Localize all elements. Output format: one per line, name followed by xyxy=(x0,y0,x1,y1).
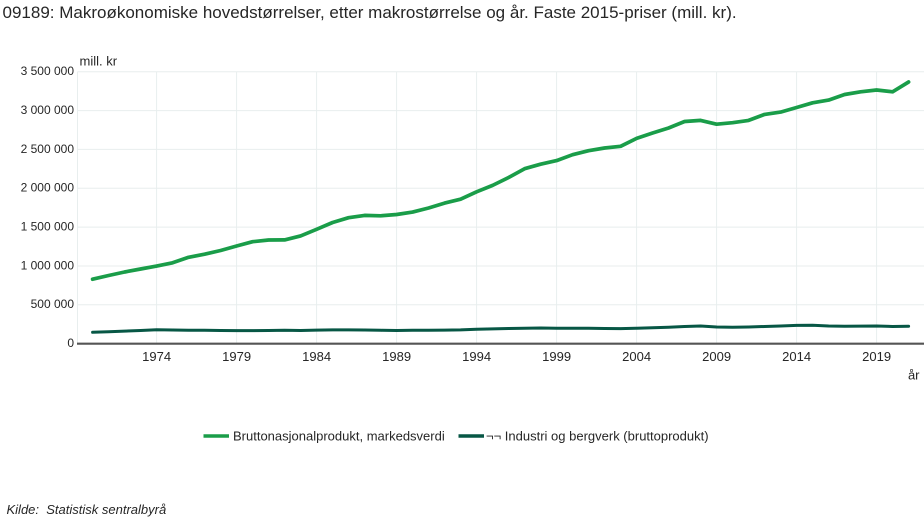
svg-text:2019: 2019 xyxy=(862,349,891,364)
svg-text:500 000: 500 000 xyxy=(31,297,75,311)
svg-text:1999: 1999 xyxy=(542,349,571,364)
svg-text:mill. kr: mill. kr xyxy=(80,54,118,69)
svg-text:Bruttonasjonalprodukt, markeds: Bruttonasjonalprodukt, markedsverdi xyxy=(233,429,445,444)
svg-text:2009: 2009 xyxy=(702,349,731,364)
svg-text:år: år xyxy=(908,368,920,383)
svg-text:3 000 000: 3 000 000 xyxy=(21,103,75,117)
svg-text:¬¬ Industri og bergverk (brutt: ¬¬ Industri og bergverk (bruttoprodukt) xyxy=(486,429,709,444)
svg-text:1979: 1979 xyxy=(222,349,251,364)
svg-text:1989: 1989 xyxy=(382,349,411,364)
svg-text:1984: 1984 xyxy=(302,349,331,364)
svg-text:3 500 000: 3 500 000 xyxy=(21,64,75,78)
svg-text:1 000 000: 1 000 000 xyxy=(21,258,75,272)
svg-text:1 500 000: 1 500 000 xyxy=(21,219,75,233)
svg-text:0: 0 xyxy=(67,336,74,350)
svg-text:2004: 2004 xyxy=(622,349,651,364)
svg-text:2 000 000: 2 000 000 xyxy=(21,181,75,195)
svg-text:1994: 1994 xyxy=(462,349,491,364)
svg-text:1974: 1974 xyxy=(142,349,171,364)
svg-text:2014: 2014 xyxy=(782,349,811,364)
svg-text:2 500 000: 2 500 000 xyxy=(21,142,75,156)
